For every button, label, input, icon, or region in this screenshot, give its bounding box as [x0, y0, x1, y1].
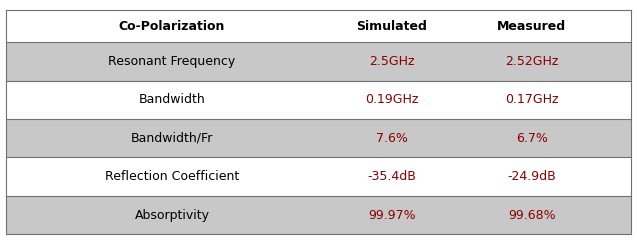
Text: 99.97%: 99.97% [368, 209, 415, 222]
Text: 99.68%: 99.68% [508, 209, 555, 222]
Text: -35.4dB: -35.4dB [368, 170, 416, 183]
Bar [6, 119, 631, 157]
Text: 0.17GHz: 0.17GHz [505, 93, 559, 106]
Text: 6.7%: 6.7% [516, 132, 548, 145]
Text: Simulated: Simulated [356, 20, 427, 32]
Text: Measured: Measured [497, 20, 566, 32]
Bar [6, 42, 631, 81]
Text: 0.19GHz: 0.19GHz [365, 93, 419, 106]
Bar [6, 196, 631, 234]
Text: -24.9dB: -24.9dB [508, 170, 556, 183]
Text: Resonant Frequency: Resonant Frequency [108, 55, 236, 68]
Text: 2.5GHz: 2.5GHz [369, 55, 415, 68]
Text: 2.52GHz: 2.52GHz [505, 55, 559, 68]
Text: Absorptivity: Absorptivity [134, 209, 210, 222]
Bar [6, 157, 631, 196]
Bar [6, 81, 631, 119]
Text: 7.6%: 7.6% [376, 132, 408, 145]
Text: Bandwidth/Fr: Bandwidth/Fr [131, 132, 213, 145]
Text: Co-Polarization: Co-Polarization [119, 20, 225, 32]
Text: Reflection Coefficient: Reflection Coefficient [105, 170, 239, 183]
Text: Bandwidth: Bandwidth [139, 93, 205, 106]
Bar [6, 10, 631, 42]
